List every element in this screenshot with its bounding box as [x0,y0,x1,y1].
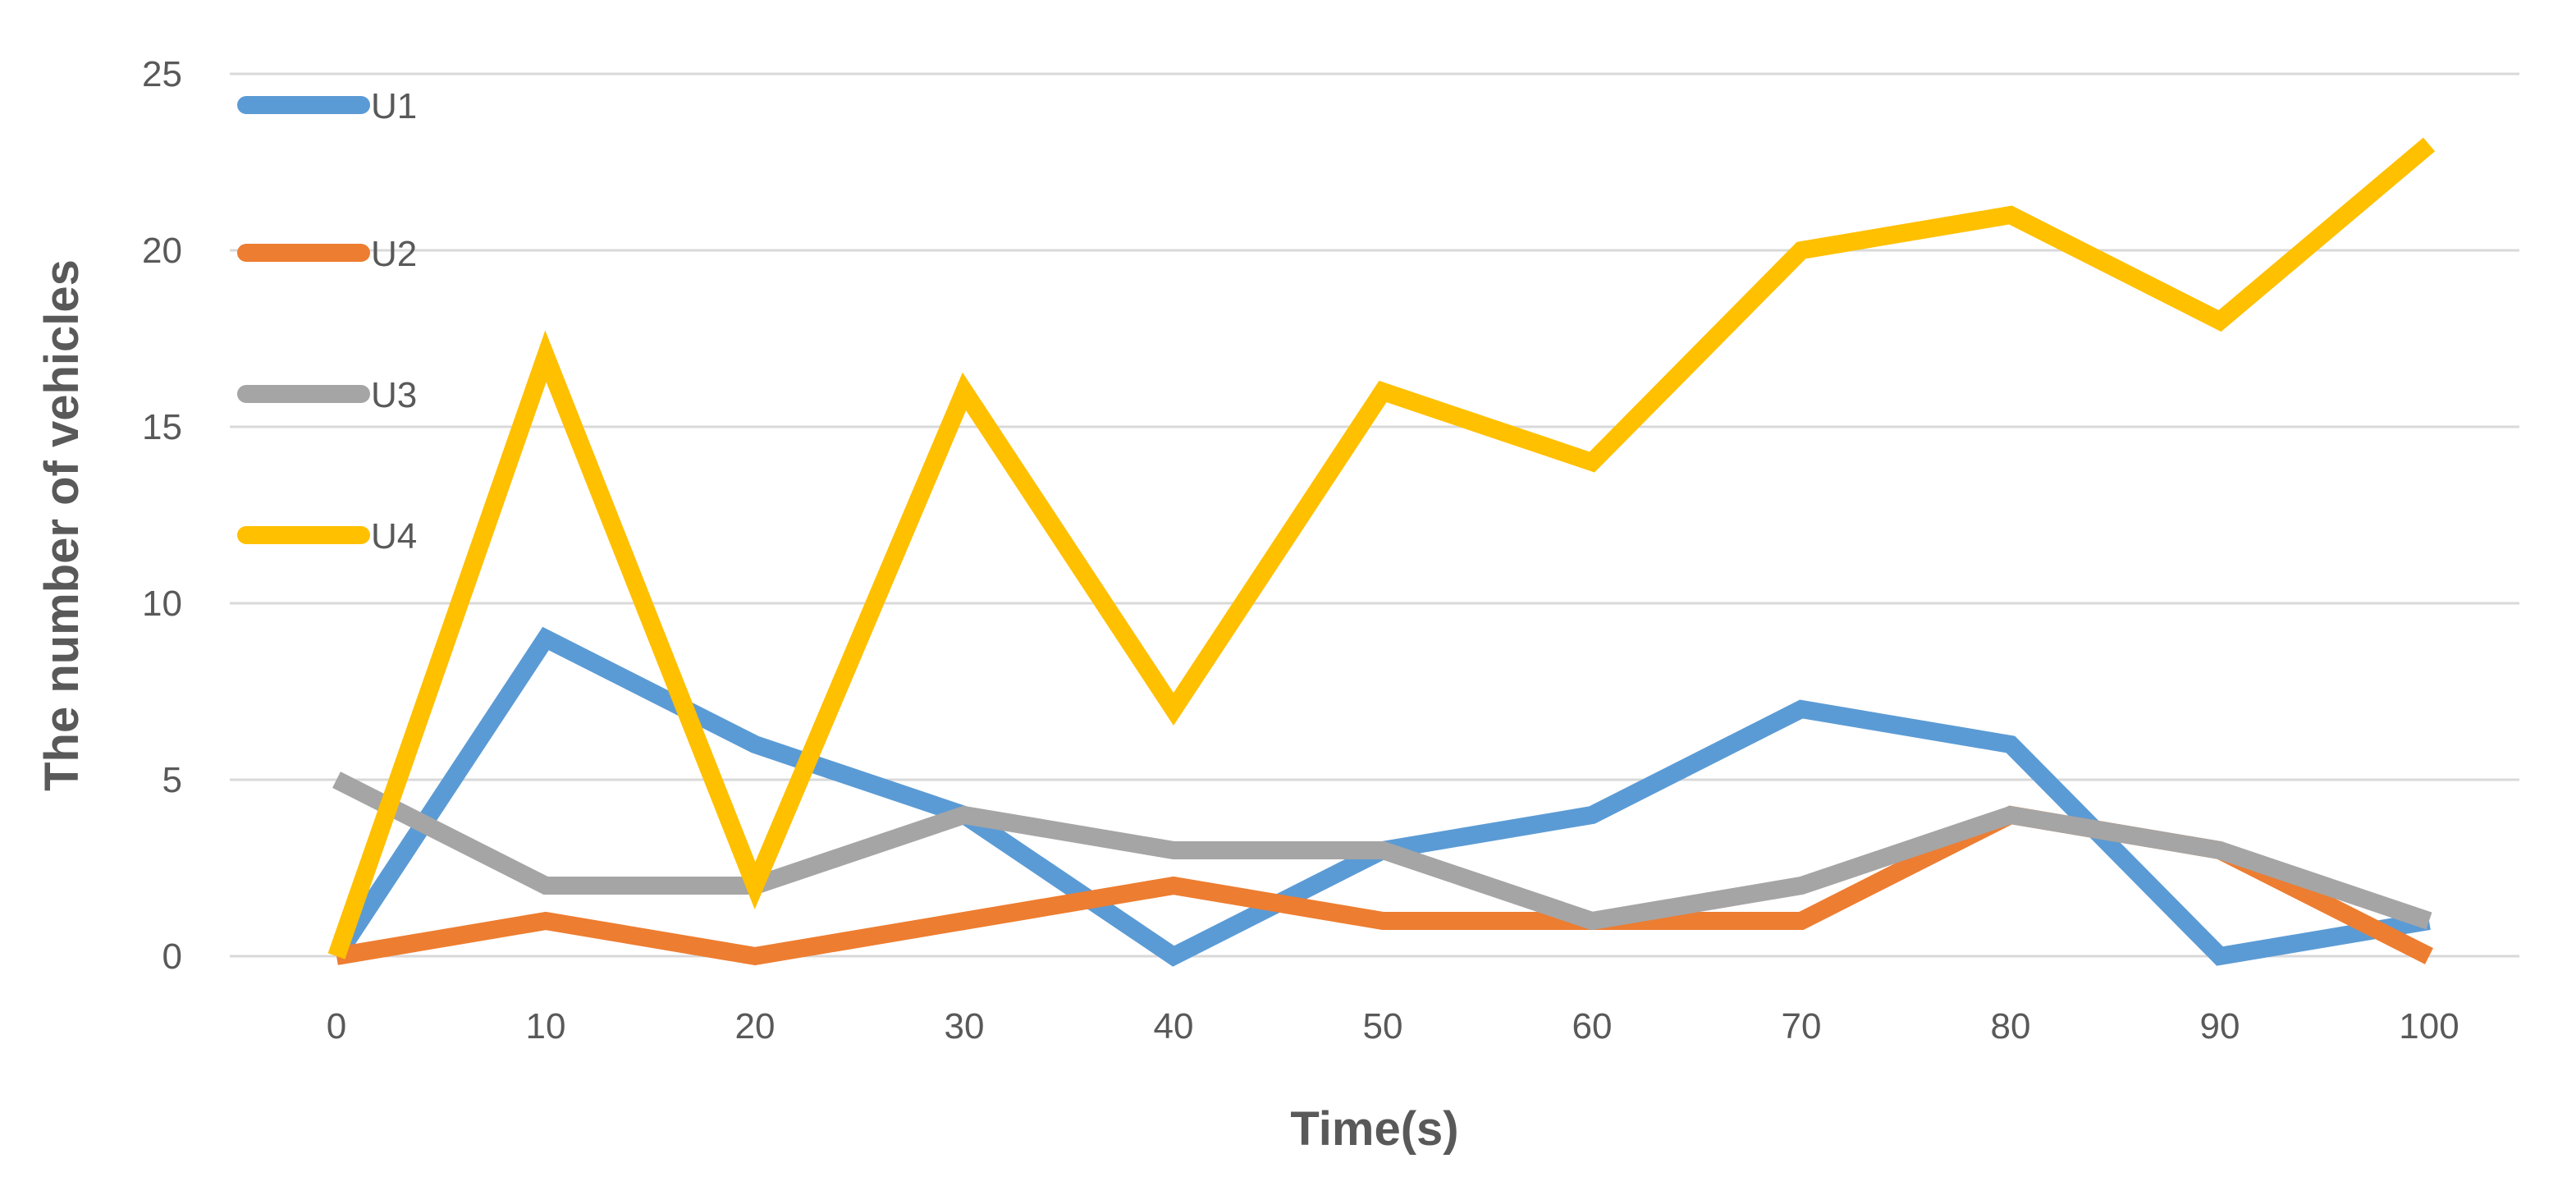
x-tick-label: 70 [1782,1006,1822,1046]
x-tick-label: 30 [945,1006,985,1046]
x-tick-label: 40 [1154,1006,1194,1046]
legend-item-u1: U1 [237,86,417,126]
legend-label: U4 [371,516,417,556]
y-tick-label: 15 [142,407,182,447]
x-axis-title: Time(s) [1290,1102,1458,1156]
legend-item-u2: U2 [237,234,417,274]
y-tick-label: 5 [162,760,182,800]
y-axis-ticks: 0 5 10 15 20 25 [142,54,182,977]
series-line-u1 [328,626,2431,967]
y-tick-label: 10 [142,584,182,624]
legend-item-u4: U4 [237,516,417,556]
y-axis-title: The number of vehicles [35,259,89,791]
x-tick-label: 20 [735,1006,776,1046]
x-tick-label: 10 [526,1006,566,1046]
x-tick-label: 100 [2399,1006,2459,1046]
x-tick-label: 0 [327,1006,346,1046]
y-tick-label: 25 [142,54,182,94]
y-tick-label: 0 [162,936,182,977]
legend-item-u3: U3 [237,375,417,415]
x-tick-label: 60 [1572,1006,1613,1046]
legend-label: U2 [371,234,417,274]
x-tick-label: 50 [1363,1006,1403,1046]
x-tick-label: 80 [1991,1006,2031,1046]
gridlines [230,72,2519,958]
legend: U1 U2 U3 U4 [237,86,417,556]
x-axis-ticks: 0 10 20 30 40 50 60 70 80 90 100 [327,1006,2459,1046]
y-tick-label: 20 [142,231,182,271]
x-tick-label: 90 [2200,1006,2240,1046]
legend-label: U3 [371,375,417,415]
series-line-u3 [332,772,2432,931]
legend-label: U1 [371,86,417,126]
series-lines [327,137,2436,967]
series-line-u4 [327,137,2436,959]
